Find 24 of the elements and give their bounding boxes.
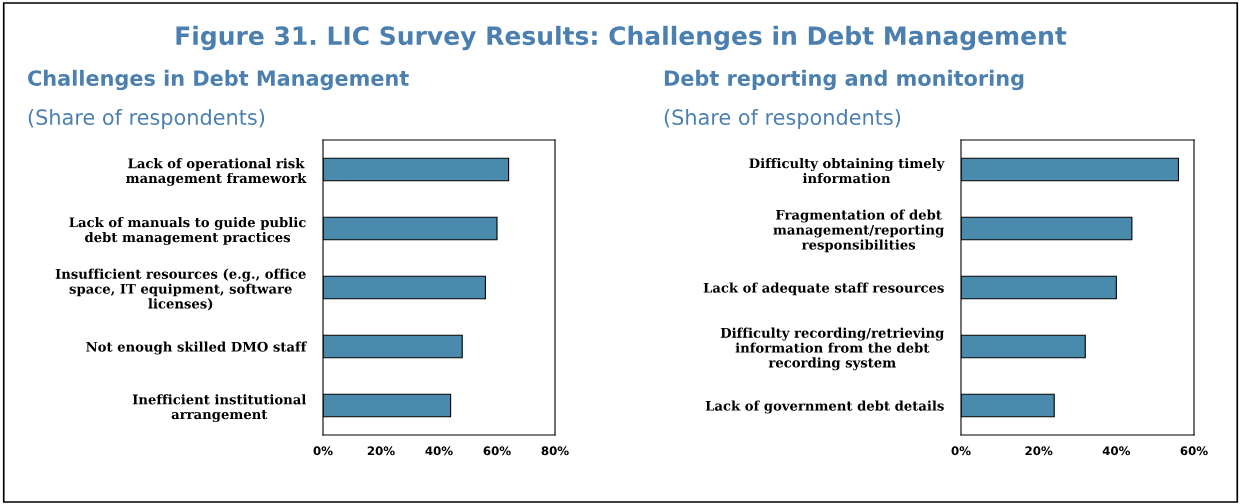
x-tick-label: 60% [1180,446,1208,456]
y-tick-label: Insufficient resources (e.g., office space, IT equipment, software licenses) [55,268,306,311]
y-tick-label: Lack of government debt details [705,400,944,414]
chart-title: Debt reporting and monitoring [664,69,1024,91]
x-tick-label: 80% [541,446,569,456]
caption: Figure 31. LIC Survey Results: Challenges in Debt Management [176,25,1067,51]
y-tick-label: Lack of manuals to guide public debt management practices [69,217,306,245]
text: (Share of respondents) [28,108,265,130]
y-tick-label: Fragmentation of debt management/reporting responsibilities [773,209,945,253]
y-tick-label: Lack of operational risk management framework [126,158,307,186]
x-tick-label: 0% [313,446,333,456]
chart-title: Challenges in Debt Management [28,69,409,91]
y-tick-label: Inefficient institutional arrangement [132,394,307,422]
text: (Share of respondents) [664,108,901,130]
y-tick-label: Difficulty recording/retrieving information from the debt recording system [720,327,945,371]
x-tick-label: 20% [1025,446,1053,456]
y-tick-label: Lack of adequate staff resources [703,282,944,296]
y-tick-label: Not enough skilled DMO staff [86,341,308,355]
x-tick-label: 40% [425,446,453,456]
y-tick-label: Difficulty obtaining timely information [749,158,945,184]
x-tick-label: 20% [367,446,395,456]
x-tick-label: 40% [1102,446,1131,456]
x-tick-label: 0% [951,446,971,456]
x-tick-label: 60% [483,446,511,456]
